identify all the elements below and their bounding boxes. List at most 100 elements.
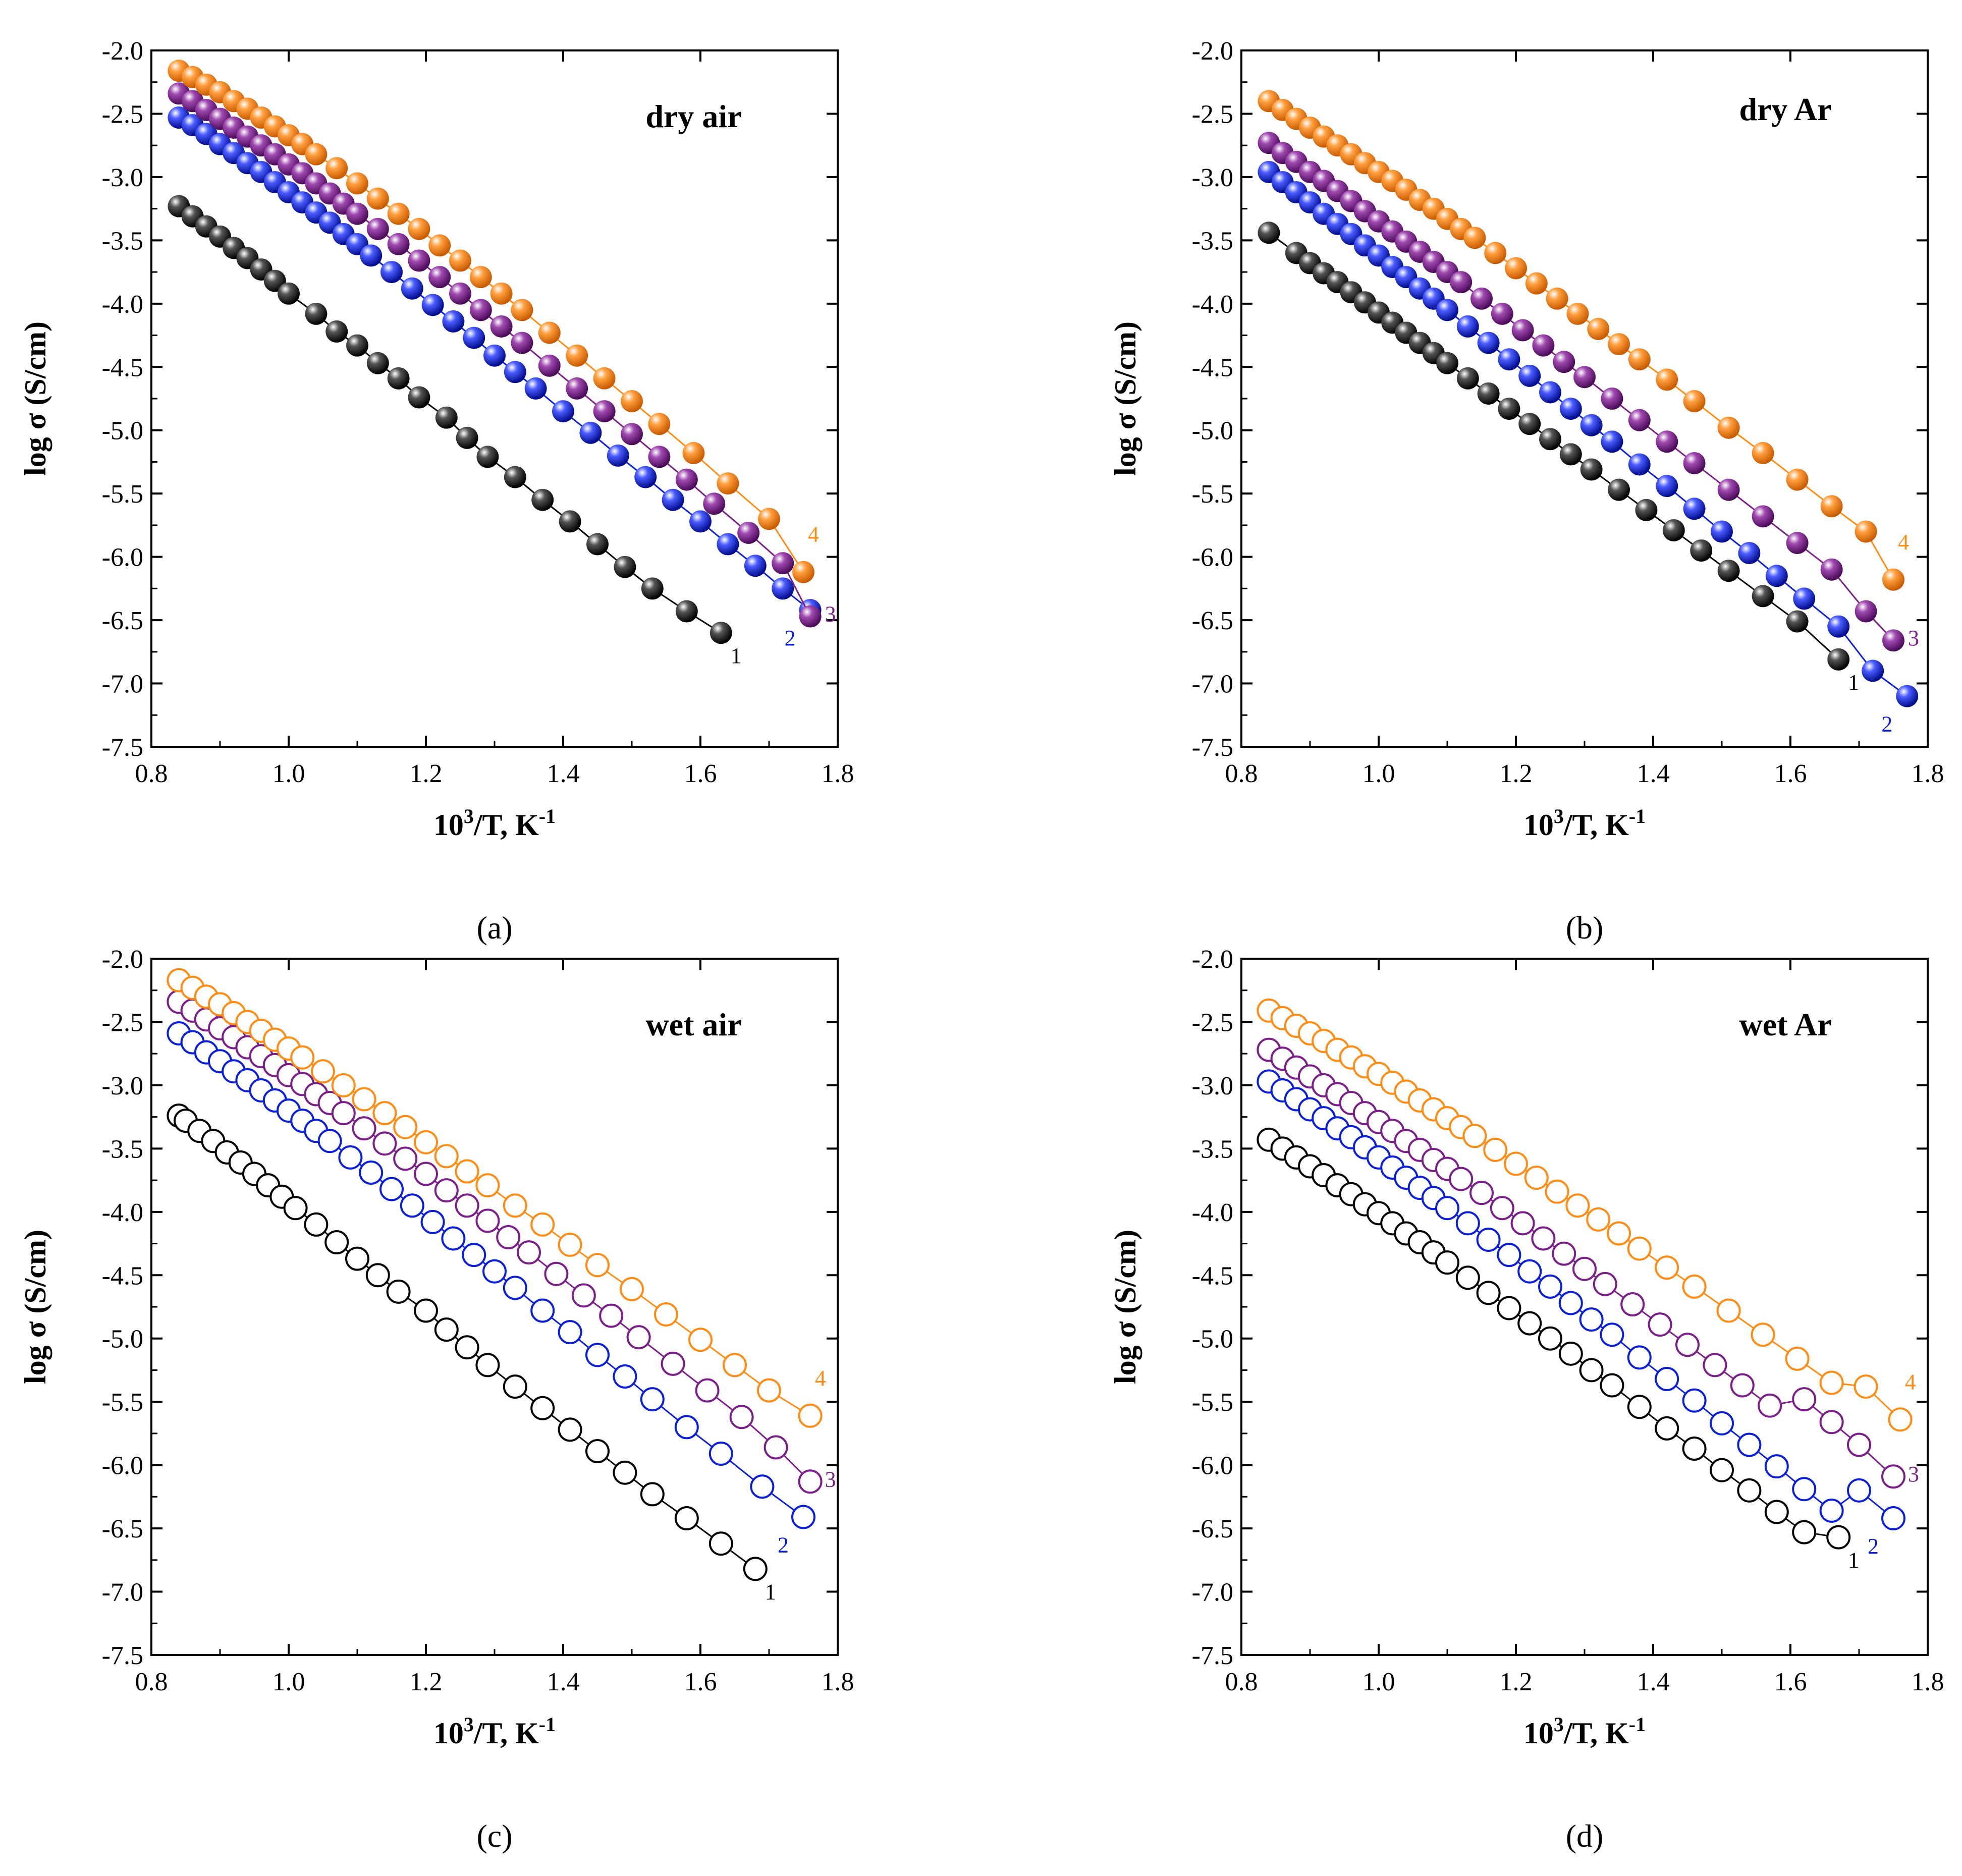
data-point bbox=[772, 577, 794, 600]
data-point bbox=[455, 1335, 479, 1360]
data-point bbox=[1538, 1326, 1562, 1351]
data-point bbox=[305, 302, 328, 325]
data-point bbox=[1764, 1500, 1789, 1524]
y-axis-title: log σ (S/cm) bbox=[19, 321, 52, 476]
data-point bbox=[585, 1253, 610, 1278]
data-point bbox=[359, 1161, 384, 1185]
x-tick-label: 1.6 bbox=[1774, 759, 1807, 788]
data-point bbox=[708, 1531, 733, 1556]
data-point bbox=[393, 1146, 418, 1171]
data-point bbox=[1738, 542, 1761, 565]
data-point bbox=[1558, 1291, 1583, 1315]
data-point bbox=[1553, 351, 1575, 373]
x-tick-label: 1.8 bbox=[822, 1668, 854, 1696]
y-tick-label: -6.0 bbox=[1192, 1452, 1233, 1480]
data-point bbox=[1792, 1520, 1817, 1544]
data-point bbox=[791, 1505, 815, 1529]
data-point bbox=[729, 1405, 754, 1429]
data-point bbox=[1862, 659, 1884, 682]
y-tick-label: -2.0 bbox=[102, 945, 143, 974]
data-point bbox=[469, 299, 492, 321]
data-point bbox=[723, 1353, 747, 1377]
data-point bbox=[1587, 318, 1610, 340]
data-point bbox=[1785, 1346, 1810, 1371]
series-3: 3 bbox=[1258, 132, 1919, 652]
series-label: 3 bbox=[825, 1467, 836, 1492]
data-point bbox=[1538, 1274, 1562, 1299]
data-point bbox=[1881, 1464, 1905, 1489]
data-point bbox=[1683, 390, 1706, 413]
series-label: 4 bbox=[815, 1366, 826, 1391]
y-tick-label: -4.0 bbox=[1192, 1198, 1233, 1227]
data-point bbox=[538, 354, 561, 377]
data-point bbox=[1579, 1358, 1604, 1383]
data-point bbox=[1477, 332, 1500, 354]
series-label: 2 bbox=[778, 1533, 789, 1558]
x-tick-label: 1.2 bbox=[1500, 1668, 1533, 1696]
data-point bbox=[511, 299, 533, 321]
data-point bbox=[324, 1230, 349, 1255]
data-point bbox=[1683, 498, 1706, 520]
data-point bbox=[524, 377, 547, 400]
series-label: 3 bbox=[825, 602, 836, 627]
data-point bbox=[490, 315, 513, 338]
series-label: 3 bbox=[1908, 1462, 1919, 1486]
data-point bbox=[1456, 367, 1479, 390]
data-point bbox=[1435, 1250, 1459, 1275]
data-point bbox=[703, 492, 726, 515]
data-point bbox=[1572, 1256, 1597, 1281]
data-point bbox=[345, 1246, 369, 1271]
panel-label: (a) bbox=[476, 910, 512, 946]
condition-annotation: dry Ar bbox=[1739, 91, 1832, 127]
y-tick-label: -6.5 bbox=[1192, 1515, 1233, 1543]
data-point bbox=[1819, 1498, 1844, 1523]
data-point bbox=[1717, 560, 1740, 582]
data-point bbox=[1628, 453, 1651, 476]
data-point bbox=[1675, 1333, 1700, 1357]
data-point bbox=[648, 413, 671, 435]
x-tick-label: 1.6 bbox=[684, 759, 717, 788]
data-point bbox=[1655, 1416, 1679, 1441]
y-tick-label: -3.0 bbox=[102, 163, 143, 192]
data-point bbox=[408, 217, 430, 240]
data-point bbox=[1888, 1407, 1913, 1432]
data-point bbox=[1656, 430, 1678, 453]
series-label: 2 bbox=[785, 626, 796, 650]
data-point bbox=[531, 488, 554, 511]
series-label: 1 bbox=[731, 643, 742, 668]
data-point bbox=[579, 421, 602, 444]
data-point bbox=[462, 1243, 486, 1267]
y-tick-label: -7.0 bbox=[102, 670, 143, 699]
data-point bbox=[428, 266, 451, 289]
x-axis-title: 103/T, K-1 bbox=[433, 1713, 556, 1750]
data-point bbox=[1545, 1179, 1569, 1204]
data-point bbox=[621, 423, 643, 446]
data-point bbox=[674, 1415, 699, 1440]
y-tick-label: -7.5 bbox=[102, 1641, 143, 1670]
data-point bbox=[1450, 271, 1473, 294]
data-point bbox=[346, 172, 368, 195]
data-point bbox=[708, 1442, 733, 1466]
data-point bbox=[387, 233, 410, 255]
data-point bbox=[614, 556, 636, 578]
data-point bbox=[503, 1276, 527, 1300]
data-point bbox=[1627, 1395, 1652, 1419]
data-point bbox=[1573, 366, 1596, 389]
data-point bbox=[1792, 1477, 1817, 1502]
data-point bbox=[1546, 287, 1568, 310]
data-point bbox=[1435, 1196, 1459, 1221]
y-tick-label: -4.5 bbox=[1192, 1261, 1233, 1290]
data-point bbox=[717, 533, 739, 556]
data-point bbox=[346, 202, 368, 225]
data-point bbox=[1558, 1341, 1583, 1366]
data-point bbox=[1786, 532, 1809, 555]
data-point bbox=[737, 521, 760, 544]
data-point bbox=[1580, 458, 1603, 481]
data-point bbox=[1628, 409, 1651, 431]
y-axis-title: log σ (S/cm) bbox=[1109, 321, 1142, 476]
x-tick-label: 1.8 bbox=[822, 759, 854, 788]
data-point bbox=[552, 400, 574, 423]
data-point bbox=[475, 1353, 500, 1377]
x-tick-label: 1.6 bbox=[684, 1668, 717, 1696]
data-point bbox=[346, 334, 368, 357]
